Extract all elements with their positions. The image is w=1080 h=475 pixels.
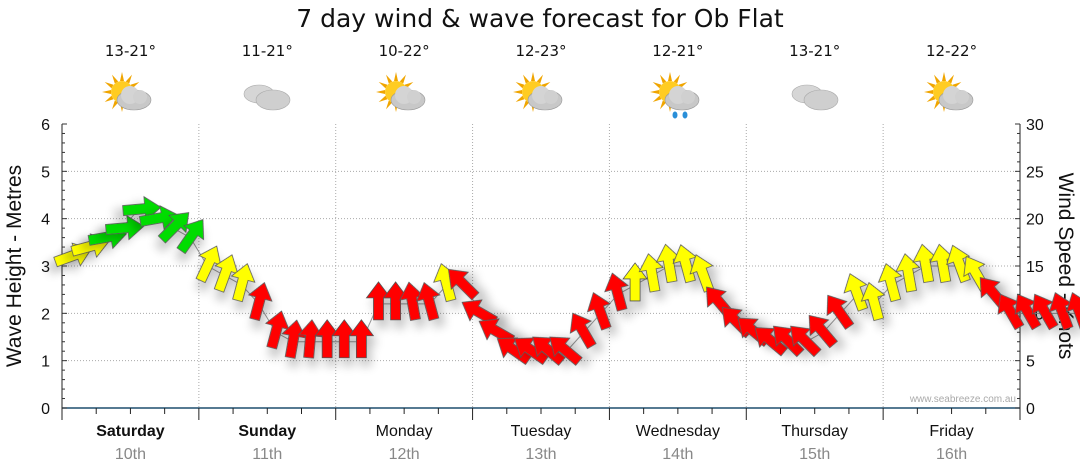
day-date-label: 14th	[662, 446, 693, 463]
wind-arrow	[860, 281, 886, 322]
axes: 0123456051015202530	[41, 117, 1044, 420]
wind-arrow	[281, 319, 307, 359]
wind-arrow	[348, 319, 375, 359]
y-tick-label: 6	[41, 117, 50, 134]
day-name-label: Tuesday	[511, 423, 572, 440]
wind-arrow	[877, 263, 903, 303]
wind-arrow	[843, 273, 869, 312]
day-date-label: 12th	[389, 446, 420, 463]
day-name-label: Friday	[929, 423, 973, 440]
wind-arrow	[895, 253, 921, 293]
wind-arrow	[604, 272, 629, 312]
wind-arrow	[297, 319, 324, 359]
day-name-label: Wednesday	[636, 423, 720, 440]
wind-arrow	[622, 262, 648, 302]
wind-arrow	[415, 281, 441, 322]
y2-tick-label: 15	[1026, 259, 1044, 276]
watermark: www.seabreeze.com.au	[909, 394, 1016, 405]
partly-cloudy-showers-icon	[649, 72, 700, 119]
y2-tick-label: 0	[1026, 401, 1035, 418]
wind-arrow	[549, 336, 583, 366]
wind-arrow	[176, 219, 205, 255]
y-tick-label: 1	[41, 354, 50, 371]
y2-tick-label: 25	[1026, 164, 1044, 181]
y-tick-label: 5	[41, 164, 50, 181]
wind-arrow	[808, 314, 838, 349]
y-axis-title: Wave Height - Metres	[3, 165, 26, 367]
cloudy-icon	[243, 84, 291, 111]
partly-cloudy-icon	[923, 72, 973, 112]
wind-arrow	[139, 205, 179, 231]
day-name-label: Sunday	[238, 423, 296, 440]
day-temperature: 12-23°	[515, 42, 567, 60]
y-tick-label: 2	[41, 306, 50, 323]
y2-tick-label: 5	[1026, 354, 1035, 371]
partly-cloudy-icon	[102, 72, 152, 112]
day-date-label: 16th	[936, 446, 967, 463]
y-tick-label: 3	[41, 259, 50, 276]
day-temperature: 12-22°	[926, 42, 978, 60]
wind-arrows	[53, 195, 1080, 366]
wind-arrow	[230, 263, 256, 303]
wind-arrow	[586, 292, 612, 331]
partly-cloudy-icon	[376, 72, 426, 112]
day-name-label: Monday	[376, 423, 433, 440]
wind-arrow	[638, 253, 664, 293]
day-date-label: 11th	[252, 446, 282, 463]
day-temperature: 12-21°	[652, 42, 704, 60]
day-date-label: 15th	[799, 446, 830, 463]
wind-arrow	[447, 268, 480, 301]
chart-title: 7 day wind & wave forecast for Ob Flat	[296, 4, 784, 33]
day-temperature: 11-21°	[241, 42, 293, 60]
day-temperature: 10-22°	[378, 42, 430, 60]
day-date-label: 10th	[115, 446, 146, 463]
wind-arrow	[157, 212, 190, 244]
day-temperature: 13-21°	[104, 42, 156, 60]
wind-arrow	[105, 214, 145, 241]
partly-cloudy-icon	[513, 72, 563, 112]
wind-arrow	[1065, 292, 1080, 331]
cloudy-icon	[791, 84, 839, 111]
day-date-label: 13th	[525, 446, 556, 463]
y2-axis-title: Wind Speed - Knots	[1054, 173, 1077, 360]
y-tick-label: 0	[41, 401, 50, 418]
day-temperature: 13-21°	[789, 42, 841, 60]
y2-tick-label: 20	[1026, 212, 1044, 229]
y2-tick-label: 30	[1026, 117, 1044, 134]
y-tick-label: 4	[41, 212, 50, 229]
wind-arrow	[365, 281, 392, 321]
day-name-label: Thursday	[781, 423, 848, 440]
wind-arrow	[247, 281, 273, 322]
wind-arrow	[826, 294, 855, 330]
wind-arrow	[569, 312, 597, 350]
wind-arrow	[382, 281, 409, 321]
day-name-label: Saturday	[96, 423, 165, 440]
